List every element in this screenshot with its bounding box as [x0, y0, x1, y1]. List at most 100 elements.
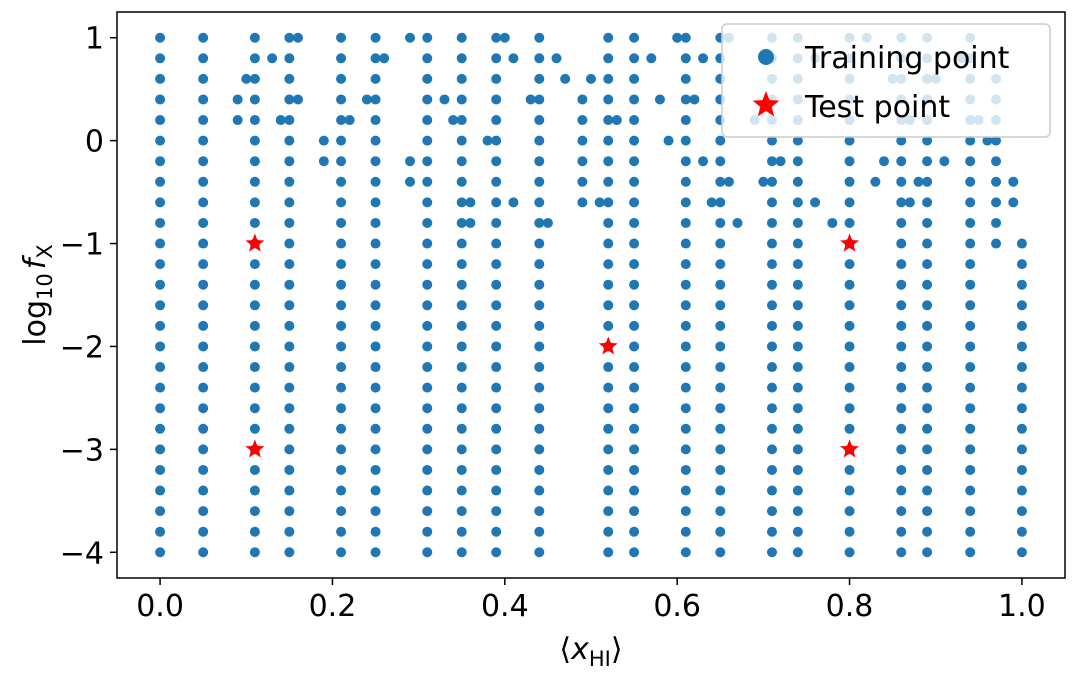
training-point	[198, 485, 209, 496]
training-point	[198, 176, 209, 187]
training-point	[766, 135, 777, 146]
training-point	[844, 423, 855, 434]
training-point	[198, 259, 209, 270]
training-point	[198, 300, 209, 311]
training-point	[422, 73, 433, 84]
training-point	[379, 53, 390, 64]
training-point	[715, 485, 726, 496]
training-point	[336, 238, 347, 249]
training-point	[629, 156, 640, 167]
training-point	[422, 176, 433, 187]
training-point	[155, 279, 166, 290]
training-point	[249, 176, 260, 187]
x-tick-label: 0.4	[481, 589, 529, 624]
training-point	[456, 362, 467, 373]
training-point	[922, 464, 933, 475]
training-point	[284, 464, 295, 475]
training-point	[422, 464, 433, 475]
training-point	[792, 485, 803, 496]
training-point	[284, 547, 295, 558]
training-point	[370, 382, 381, 393]
training-point	[922, 259, 933, 270]
training-point	[827, 217, 838, 228]
training-point	[680, 341, 691, 352]
training-point	[534, 526, 545, 537]
training-point	[534, 217, 545, 228]
training-point	[267, 53, 278, 64]
x-tick-label: 0.2	[309, 589, 357, 624]
training-point	[603, 94, 614, 105]
training-point	[284, 156, 295, 167]
training-point	[766, 341, 777, 352]
training-point	[844, 279, 855, 290]
training-point	[603, 279, 614, 290]
training-point	[766, 403, 777, 414]
training-point	[758, 176, 769, 187]
training-point	[508, 53, 519, 64]
training-point	[534, 94, 545, 105]
training-point	[870, 176, 881, 187]
training-point	[766, 547, 777, 558]
training-point	[629, 341, 640, 352]
training-point	[370, 547, 381, 558]
training-point	[1016, 259, 1027, 270]
training-point	[534, 73, 545, 84]
training-point	[844, 526, 855, 537]
training-point	[155, 382, 166, 393]
training-point	[844, 341, 855, 352]
training-point	[680, 362, 691, 373]
training-point	[491, 506, 502, 517]
training-point	[456, 238, 467, 249]
training-point	[715, 217, 726, 228]
training-point	[249, 73, 260, 84]
training-point	[680, 423, 691, 434]
training-point	[965, 403, 976, 414]
training-point	[284, 73, 295, 84]
training-point	[284, 115, 295, 126]
training-point	[844, 259, 855, 270]
training-point	[422, 403, 433, 414]
training-point	[792, 464, 803, 475]
training-point	[284, 217, 295, 228]
training-point	[491, 156, 502, 167]
training-point	[844, 156, 855, 167]
training-point	[715, 382, 726, 393]
training-point	[629, 135, 640, 146]
training-point	[896, 156, 907, 167]
training-point	[155, 135, 166, 146]
training-point	[370, 464, 381, 475]
training-point	[991, 176, 1002, 187]
x-axis-label-text: ⟨xHI⟩	[559, 632, 622, 671]
training-point	[275, 115, 286, 126]
training-point	[629, 238, 640, 249]
training-point	[715, 197, 726, 208]
training-point	[698, 53, 709, 64]
training-point	[155, 403, 166, 414]
training-point	[249, 217, 260, 228]
training-point	[922, 382, 933, 393]
training-point	[456, 485, 467, 496]
training-point	[844, 320, 855, 331]
training-point	[922, 506, 933, 517]
training-point	[370, 485, 381, 496]
training-point	[155, 176, 166, 187]
training-point	[680, 156, 691, 167]
training-point	[1016, 506, 1027, 517]
legend: Training point Test point	[721, 23, 1051, 138]
x-label-part: ⟨	[559, 632, 571, 667]
training-point	[534, 135, 545, 146]
x-tick-label: 0.6	[653, 589, 701, 624]
training-point	[336, 73, 347, 84]
training-point	[525, 94, 536, 105]
training-point	[982, 135, 993, 146]
training-point	[336, 94, 347, 105]
training-point	[198, 94, 209, 105]
training-point	[370, 32, 381, 43]
training-point	[422, 94, 433, 105]
training-point	[1016, 547, 1027, 558]
training-point	[792, 506, 803, 517]
training-point	[715, 423, 726, 434]
x-label-part: x	[570, 632, 589, 667]
training-point	[922, 176, 933, 187]
training-point	[422, 320, 433, 331]
